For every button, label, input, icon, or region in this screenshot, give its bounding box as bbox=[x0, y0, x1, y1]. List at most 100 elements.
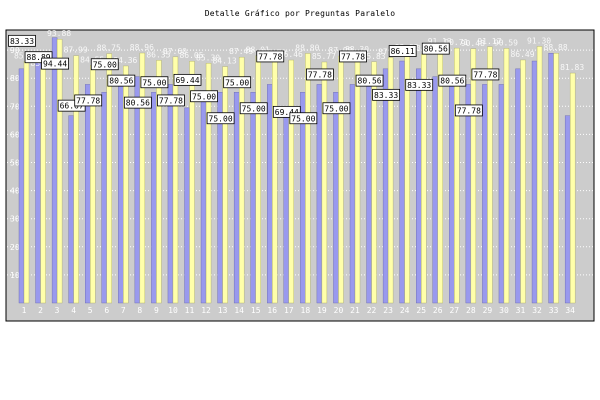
data-label-series-2: 85.77 bbox=[312, 52, 336, 61]
bar-series-1 bbox=[399, 60, 405, 304]
bar-series-2 bbox=[503, 48, 510, 304]
bar-series-1 bbox=[134, 76, 141, 304]
bar-series-2 bbox=[536, 46, 543, 304]
y-tick-label: 20 bbox=[10, 243, 20, 252]
data-label-series-1: 75.00 bbox=[142, 78, 166, 87]
data-label-series-2: 85.30 bbox=[196, 53, 220, 62]
y-tick-label: 80 bbox=[10, 74, 20, 83]
data-label-box bbox=[90, 58, 119, 71]
data-label-series-1: 77.78 bbox=[76, 96, 100, 105]
bar-series-1 bbox=[118, 76, 124, 304]
x-tick-label: 20 bbox=[334, 306, 344, 315]
bar-series-1 bbox=[515, 68, 521, 304]
data-label-series-2: 93.88 bbox=[47, 29, 71, 38]
bar-series-2 bbox=[123, 65, 129, 304]
bar-series-2 bbox=[189, 60, 195, 304]
x-tick-label: 16 bbox=[267, 306, 277, 315]
data-label-series-2: 88.75 bbox=[97, 44, 121, 53]
bar-series-2 bbox=[288, 59, 294, 304]
data-label-box bbox=[157, 94, 185, 107]
bar-series-2 bbox=[421, 53, 427, 304]
x-tick-label: 14 bbox=[234, 306, 244, 315]
bar-series-1 bbox=[382, 68, 389, 304]
data-label-series-2: 91.17 bbox=[477, 37, 501, 46]
data-label-series-2: 86.35 bbox=[146, 50, 170, 59]
x-tick-label: 30 bbox=[499, 306, 509, 315]
bar-series-1 bbox=[333, 92, 339, 304]
x-tick-label: 27 bbox=[449, 306, 459, 315]
data-label-series-1: 80.56 bbox=[424, 45, 448, 54]
x-tick-label: 29 bbox=[483, 306, 493, 315]
x-tick-label: 9 bbox=[154, 306, 159, 315]
data-label-series-1: 77.78 bbox=[308, 70, 332, 79]
x-tick-label: 6 bbox=[104, 306, 109, 315]
data-label-box bbox=[438, 74, 467, 87]
bar-series-1 bbox=[101, 92, 107, 304]
data-label-series-1: 83.33 bbox=[10, 37, 34, 46]
bar-series-1 bbox=[449, 76, 455, 304]
data-label-series-1: 75.00 bbox=[242, 104, 266, 113]
x-tick-label: 21 bbox=[350, 306, 360, 315]
bar-series-1 bbox=[35, 53, 41, 304]
data-label-box bbox=[41, 57, 69, 70]
bar-series-2 bbox=[222, 66, 228, 304]
data-label-series-2: 81.83 bbox=[560, 63, 584, 72]
y-tick-label: 90 bbox=[10, 46, 20, 55]
x-tick-label: 19 bbox=[317, 306, 327, 315]
bar-series-2 bbox=[40, 68, 46, 304]
x-tick-label: 31 bbox=[516, 306, 526, 315]
bar-series-1 bbox=[250, 92, 256, 304]
bar-series-1 bbox=[68, 115, 74, 304]
data-label-box bbox=[123, 96, 152, 109]
bar-series-2 bbox=[156, 60, 162, 304]
data-label-box bbox=[289, 112, 318, 125]
bar-series-2 bbox=[387, 57, 394, 304]
x-tick-label: 34 bbox=[565, 306, 575, 315]
bar-series-1 bbox=[283, 107, 289, 304]
x-tick-label: 15 bbox=[251, 306, 261, 315]
data-label-box bbox=[305, 68, 334, 81]
data-label-series-2: 90.71 bbox=[444, 38, 468, 47]
bar-series-1 bbox=[200, 92, 207, 304]
x-tick-label: 33 bbox=[549, 306, 559, 315]
data-label-series-1: 88.89 bbox=[27, 53, 51, 62]
data-label-series-2: 88.88 bbox=[544, 43, 568, 52]
bar-series-2 bbox=[305, 53, 311, 304]
bar-series-1 bbox=[349, 84, 356, 304]
data-label-series-2: 84.13 bbox=[213, 57, 237, 66]
x-tick-label: 2 bbox=[38, 306, 43, 315]
data-label-box bbox=[372, 88, 401, 101]
x-tick-label: 4 bbox=[71, 306, 76, 315]
data-label-series-2: 91.13 bbox=[428, 37, 452, 46]
data-label-box bbox=[107, 74, 136, 87]
data-label-series-1: 75.00 bbox=[324, 104, 348, 113]
data-label-series-1: 83.33 bbox=[374, 91, 398, 100]
bar-series-2 bbox=[354, 54, 361, 304]
x-tick-label: 32 bbox=[532, 306, 542, 315]
x-tick-label: 22 bbox=[367, 306, 377, 315]
data-label-series-1: 80.56 bbox=[109, 77, 133, 86]
data-label-series-2: 88.01 bbox=[246, 46, 270, 55]
data-label-box bbox=[24, 51, 53, 64]
data-label-box bbox=[256, 50, 285, 63]
data-label-series-2: 88.30 bbox=[345, 45, 369, 54]
y-tick-label: 50 bbox=[10, 159, 20, 168]
bar-series-2 bbox=[454, 47, 460, 304]
x-tick-label: 17 bbox=[284, 306, 294, 315]
data-label-series-1: 75.00 bbox=[192, 92, 216, 101]
data-label-box bbox=[74, 94, 103, 107]
data-label-series-1: 94.44 bbox=[43, 60, 67, 69]
bar-series-1 bbox=[548, 53, 554, 304]
x-tick-label: 26 bbox=[433, 306, 443, 315]
bar-series-2 bbox=[371, 61, 377, 304]
x-tick-label: 13 bbox=[218, 306, 228, 315]
data-label-series-1: 80.56 bbox=[358, 77, 382, 86]
bar-series-2 bbox=[255, 55, 261, 304]
data-label-series-2: 85.83 bbox=[362, 52, 386, 61]
data-label-series-2: 88.96 bbox=[130, 43, 154, 52]
data-label-series-1: 77.78 bbox=[457, 106, 481, 115]
data-label-series-1: 80.56 bbox=[440, 77, 464, 86]
data-label-series-1: 77.78 bbox=[258, 52, 282, 61]
data-label-box bbox=[405, 78, 434, 91]
x-tick-label: 10 bbox=[168, 306, 178, 315]
